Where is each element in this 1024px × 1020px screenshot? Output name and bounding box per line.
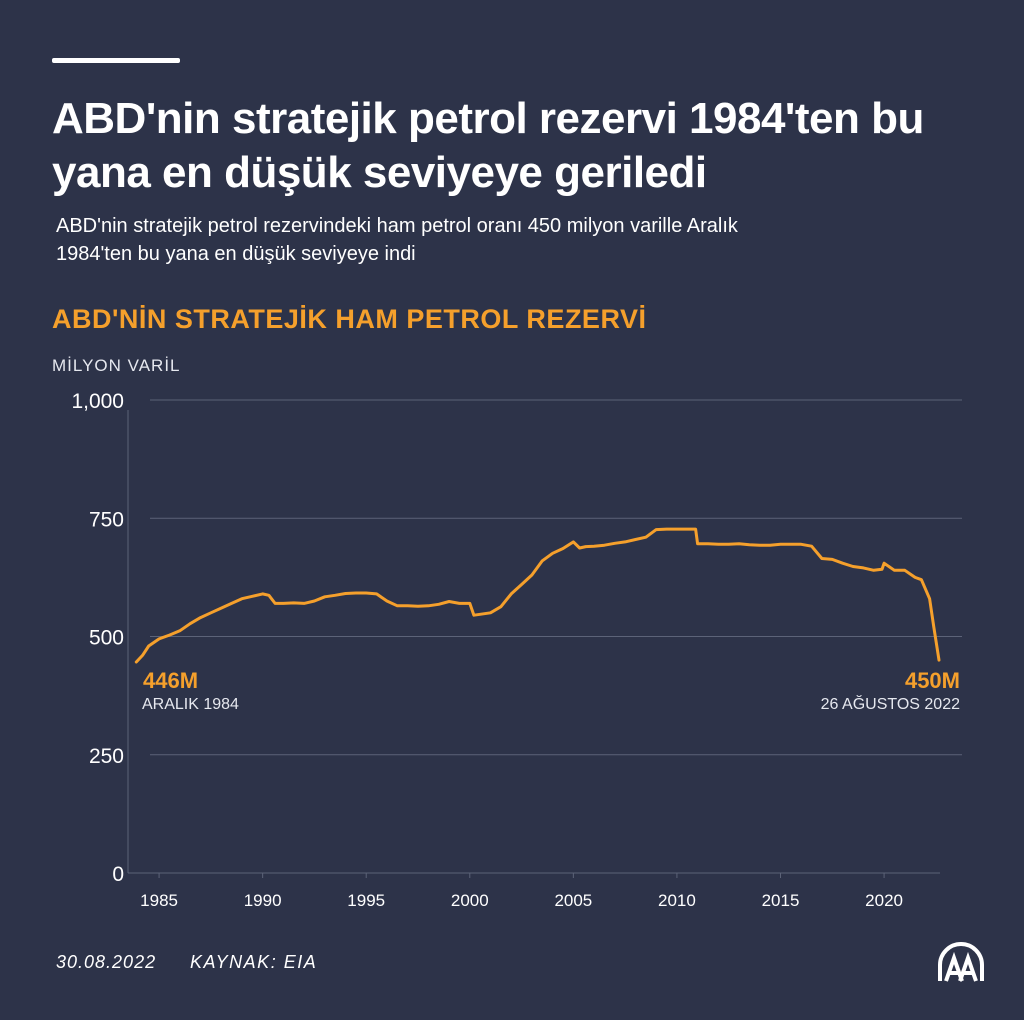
y-axis-unit-label: MİLYON VARİL [52, 356, 181, 375]
annotation-end-label: 26 AĞUSTOS 2022 [821, 694, 960, 713]
x-tick-label: 2005 [554, 891, 592, 910]
footer-source: KAYNAK: EIA [190, 952, 318, 972]
chart-series [134, 527, 941, 664]
aa-logo-icon [938, 942, 984, 982]
footer-date: 30.08.2022 [56, 952, 157, 972]
x-tick-label: 2000 [451, 891, 489, 910]
chart-axes: 0 250 500 750 1,000 1985 1990 1995 2000 2005 2010 2… [71, 390, 940, 910]
x-tick-label: 2020 [865, 891, 903, 910]
chart-grid [150, 399, 962, 756]
page-title: ABD'nin stratejik petrol rezervi 1984'te… [52, 94, 924, 197]
annotation-end-value: 450M [905, 668, 960, 693]
chart-annotations: 446M ARALIK 1984 450M 26 AĞUSTOS 2022 [142, 668, 960, 713]
y-tick-label: 250 [89, 745, 124, 768]
x-tick-label: 2010 [658, 891, 696, 910]
annotation-start-value: 446M [143, 668, 198, 693]
x-tick-label: 1995 [347, 891, 385, 910]
x-tick-label: 1985 [140, 891, 178, 910]
chart-title: ABD'NİN STRATEJİK HAM PETROL REZERVİ [52, 304, 647, 334]
y-tick-label: 1,000 [71, 390, 124, 413]
x-tick-label: 1990 [244, 891, 282, 910]
y-tick-label: 750 [89, 508, 124, 531]
header-accent-bar [52, 58, 180, 63]
series-line [134, 527, 941, 664]
y-tick-label: 500 [89, 627, 124, 650]
y-tick-label: 0 [112, 863, 124, 886]
annotation-start-label: ARALIK 1984 [142, 696, 239, 713]
x-tick-label: 2015 [762, 891, 800, 910]
page-subtitle: ABD'nin stratejik petrol rezervindeki ha… [56, 215, 738, 265]
